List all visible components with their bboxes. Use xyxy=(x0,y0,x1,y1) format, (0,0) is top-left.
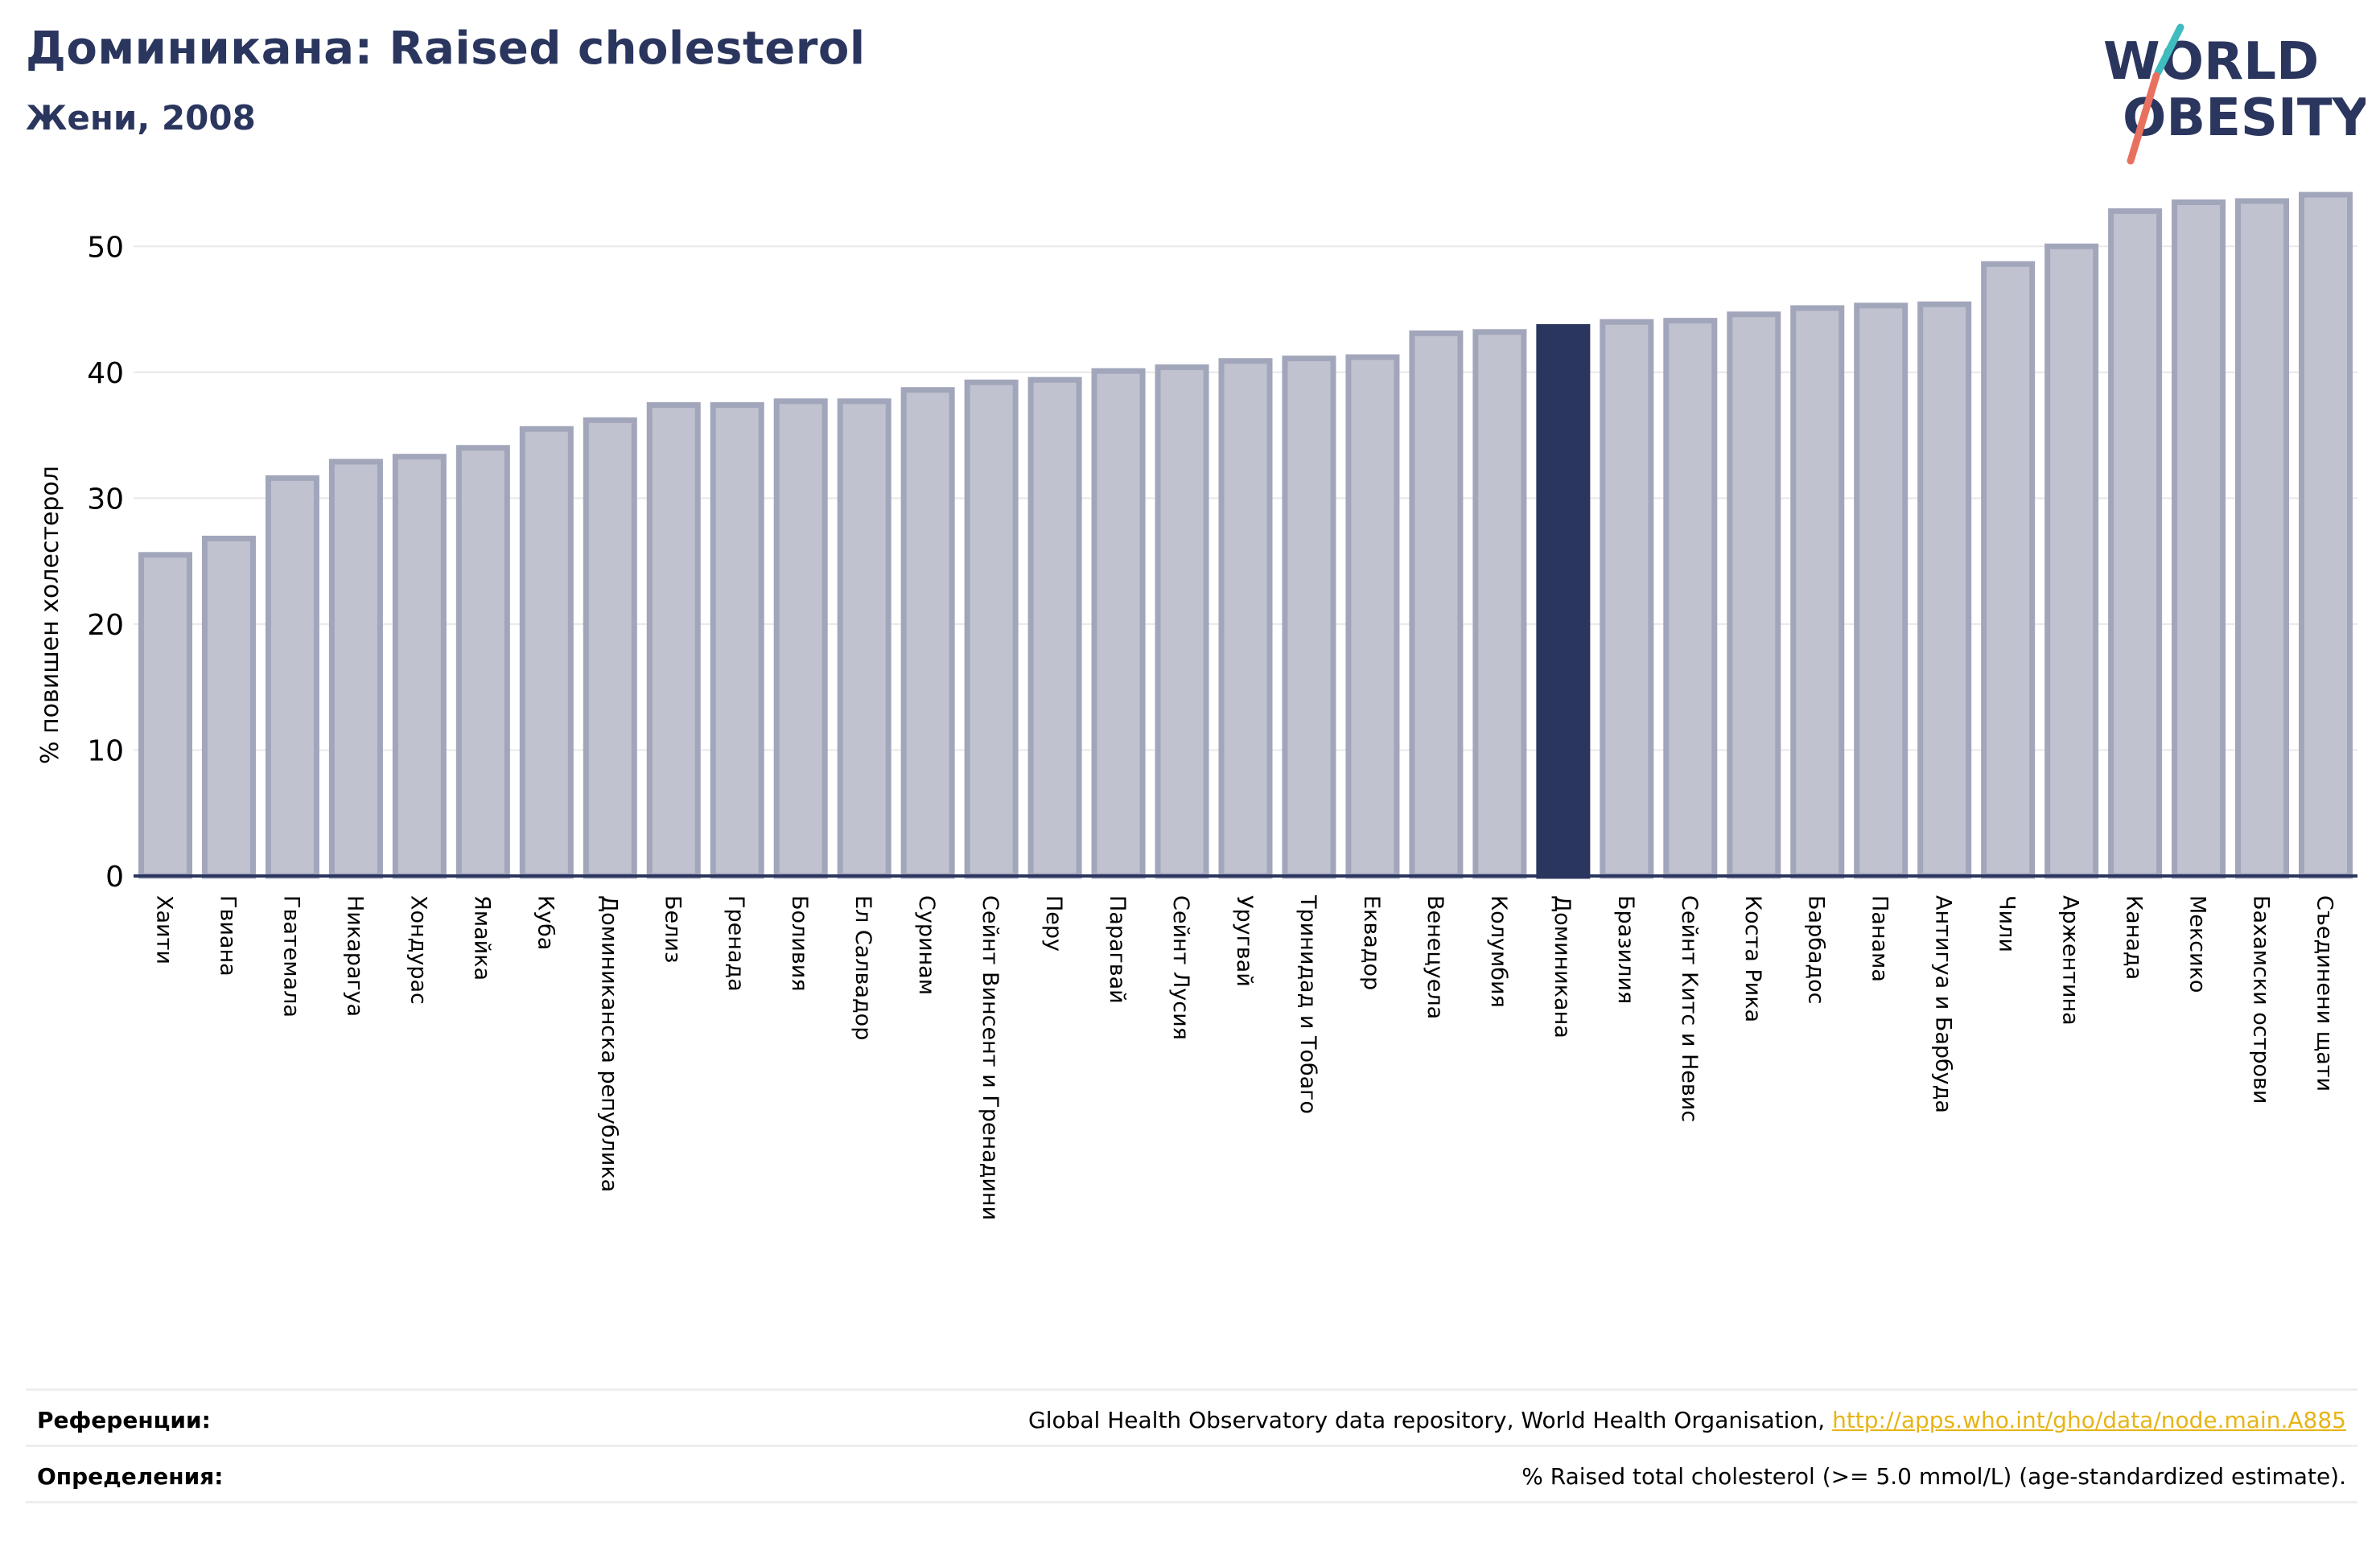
x-tick-label: Хондурас xyxy=(406,895,430,1005)
x-tick-label: Сейнт Лусия xyxy=(1168,895,1193,1040)
x-tick-label: Панама xyxy=(1867,895,1892,982)
footer-references-row: Референции: Global Health Observatory da… xyxy=(26,1388,2357,1447)
bar xyxy=(583,417,637,879)
references-label: Референции: xyxy=(37,1407,211,1433)
bar xyxy=(1981,261,2036,879)
x-tick-label: Аржентина xyxy=(2058,895,2083,1026)
x-tick-label: Мексико xyxy=(2185,895,2210,993)
x-tick-label: Барбадос xyxy=(1804,895,1829,1004)
axis-layer: 0 10 20 30 40 50 % повишен холестерол xyxy=(36,231,2357,894)
x-tick-label: Доминиканска република xyxy=(596,895,621,1192)
bar xyxy=(2044,243,2099,879)
logo-line-world: WORLD xyxy=(2103,32,2319,92)
y-tick-label: 0 xyxy=(105,861,124,894)
bar xyxy=(265,475,319,879)
bar xyxy=(1409,330,1464,879)
bar-highlight xyxy=(1536,323,1591,879)
bar xyxy=(2172,199,2226,879)
footer-definitions-row: Определения: % Raised total cholesterol … xyxy=(26,1445,2357,1503)
x-tick-label: Бразилия xyxy=(1613,895,1638,1004)
x-tick-label: Куба xyxy=(533,895,558,950)
x-tick-label: Перу xyxy=(1041,895,1066,952)
bar xyxy=(710,402,764,879)
label-layer: Хаити Гвиана Гватемала Никарагуа Хондурас Яма… xyxy=(151,894,2337,1220)
x-tick-label: Гренада xyxy=(723,895,748,992)
logo-slash-top xyxy=(2154,23,2184,76)
y-tick-label: 10 xyxy=(87,734,124,767)
bar xyxy=(1155,364,1209,879)
footer-divider xyxy=(26,1501,2357,1503)
x-tick-label: Боливия xyxy=(787,895,812,992)
logo-line-obesity: OBESITY xyxy=(2123,88,2366,148)
bar xyxy=(773,398,828,879)
bar xyxy=(1218,358,1273,879)
bar xyxy=(1345,354,1400,879)
x-tick-label: Еквадор xyxy=(1359,895,1384,990)
x-tick-label: Антигуа и Барбуда xyxy=(1931,895,1956,1113)
bar xyxy=(138,552,192,879)
logo-slash-bottom xyxy=(2127,72,2160,165)
y-tick-label: 40 xyxy=(87,357,124,390)
bar xyxy=(2108,208,2163,879)
x-tick-label: Парагвай xyxy=(1105,895,1130,1004)
y-tick-label: 30 xyxy=(87,483,124,516)
x-tick-label: Суринам xyxy=(914,895,939,995)
world-obesity-logo: WORLD OBESITY xyxy=(2103,23,2366,165)
x-tick-label: Колумбия xyxy=(1486,895,1511,1008)
x-tick-label: Коста Рика xyxy=(1740,895,1765,1022)
y-tick-label: 20 xyxy=(87,609,124,642)
bar xyxy=(519,426,574,879)
bar xyxy=(1663,318,1718,879)
x-tick-label: Хаити xyxy=(151,895,176,964)
bar xyxy=(646,402,701,879)
bar xyxy=(1854,302,1909,879)
bar-layer xyxy=(138,191,2353,879)
bar xyxy=(2235,198,2290,879)
bar xyxy=(2299,191,2353,879)
bar xyxy=(1790,305,1845,879)
x-tick-label: Гвиана xyxy=(215,895,240,977)
x-tick-label: Сейнт Китс и Невис xyxy=(1677,895,1702,1122)
bar xyxy=(1727,311,1781,879)
references-value: Global Health Observatory data repositor… xyxy=(1028,1407,2346,1433)
x-tick-label: Чили xyxy=(1995,895,2020,952)
definitions-label: Определения: xyxy=(37,1463,224,1490)
references-text: Global Health Observatory data repositor… xyxy=(1028,1407,1833,1433)
x-tick-label: Доминикана xyxy=(1550,895,1575,1038)
x-tick-label: Тринидад и Тобаго xyxy=(1295,894,1320,1114)
bar xyxy=(392,454,447,879)
y-axis-label: % повишен холестерол xyxy=(36,466,64,764)
page-subtitle: Жени, 2008 xyxy=(26,98,256,138)
bar xyxy=(900,387,955,879)
bar xyxy=(964,379,1019,879)
bar xyxy=(1091,368,1146,879)
x-tick-label: Уругвай xyxy=(1232,895,1257,987)
bar xyxy=(1282,356,1336,879)
y-tick-label: 50 xyxy=(87,231,124,264)
x-tick-label: Канада xyxy=(2122,895,2147,980)
bar xyxy=(201,535,256,879)
bar xyxy=(837,398,891,879)
x-tick-label: Ел Салвадор xyxy=(850,895,875,1040)
bar xyxy=(328,458,383,879)
definitions-value: % Raised total cholesterol (>= 5.0 mmol/… xyxy=(1521,1463,2346,1490)
bar xyxy=(1917,301,1972,879)
bar xyxy=(455,445,510,879)
bar xyxy=(1472,329,1527,879)
x-tick-label: Сейнт Винсент и Гренадини xyxy=(978,895,1003,1220)
x-tick-label: Венецуела xyxy=(1423,895,1447,1019)
x-tick-label: Никарагуа xyxy=(342,895,367,1017)
x-tick-label: Белиз xyxy=(660,895,685,963)
x-tick-label: Ямайка xyxy=(469,895,494,981)
x-tick-label: Съединени щати xyxy=(2312,895,2337,1092)
x-tick-label: Гватемала xyxy=(278,895,303,1018)
bar xyxy=(1027,376,1082,879)
x-tick-label: Бахамски острови xyxy=(2249,895,2274,1104)
bar xyxy=(1600,319,1654,879)
page-title: Доминикана: Raised cholesterol xyxy=(26,23,866,75)
references-link[interactable]: http://apps.who.int/gho/data/node.main.A… xyxy=(1832,1407,2346,1433)
bar-chart: 0 10 20 30 40 50 % повишен холестерол Хаити Гви… xyxy=(36,191,2357,1220)
